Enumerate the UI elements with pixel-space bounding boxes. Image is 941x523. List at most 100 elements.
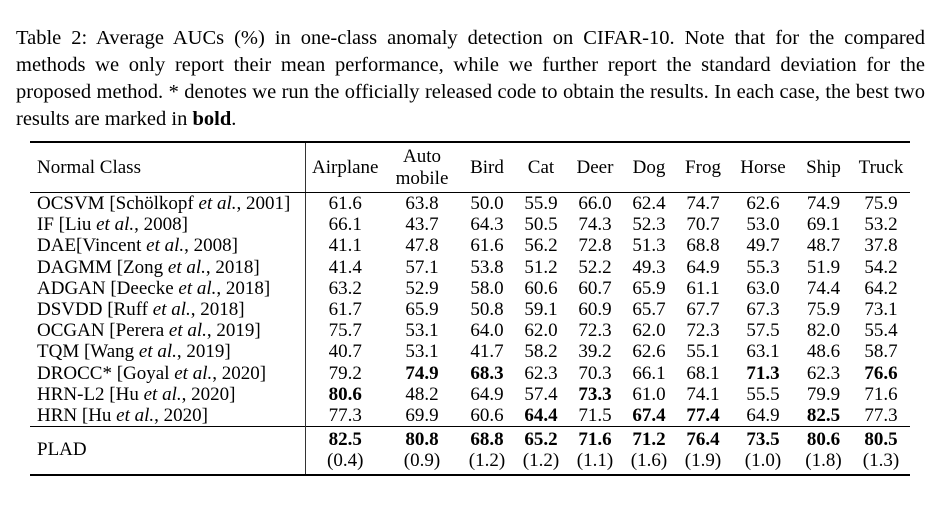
cite-year: , 2020]: [154, 405, 208, 427]
cite-year: , 2001]: [236, 193, 291, 214]
auc-cell: 65.9: [632, 277, 666, 299]
method-name: IF [Liu: [37, 214, 97, 236]
auc-cell: 49.3: [632, 256, 666, 278]
auc-cell: 61.0: [632, 383, 666, 405]
auc-cell: 61.6: [470, 235, 504, 257]
method-label: HRN-L2 [Hu et al., 2020]: [30, 383, 306, 406]
table-row-if: IF [Liu et al., 2008] 66.1 43.7 64.3 50.…: [30, 214, 910, 236]
auc-cell: 52.2: [578, 256, 612, 278]
method-name: HRN-L2 [Hu: [37, 383, 144, 405]
method-label: TQM [Wang et al., 2019]: [30, 341, 306, 363]
auc-cell: 71.2 (1.6): [623, 426, 675, 476]
table-row-dsvdd: DSVDD [Ruff et al., 2018] 61.7 65.9 50.8…: [30, 299, 910, 321]
auc-cell: 66.0: [578, 193, 612, 214]
method-label: OCGAN [Perera et al., 2019]: [30, 320, 306, 342]
cite-year: , 2020]: [212, 362, 267, 384]
auc-cell: 58.0: [470, 277, 504, 299]
auc-cell: 54.2: [864, 256, 898, 278]
etal-text: et al.: [198, 193, 237, 214]
auc-cell: 37.8: [864, 235, 898, 257]
document-page: Table 2: Average AUCs (%) in one-class a…: [0, 25, 941, 523]
caption-period: .: [231, 108, 237, 130]
method-label: DAE[Vincent et al., 2008]: [30, 235, 306, 257]
method-label: DROCC* [Goyal et al., 2020]: [30, 362, 306, 384]
auc-cell: 50.8: [470, 299, 504, 321]
auc-cell: 48.6: [806, 341, 841, 363]
auc-cell: 69.1: [806, 214, 841, 236]
auc-cell: 55.5: [746, 383, 780, 405]
auc-cell: 55.1: [686, 341, 720, 363]
auc-cell: 39.2: [578, 341, 612, 363]
auc-cell: 48.2: [405, 383, 439, 405]
auc-cell: 75.7: [328, 320, 362, 342]
auc-cell: 65.7: [632, 299, 666, 321]
auc-cell: 80.6 (1.8): [795, 426, 852, 476]
auc-cell: 75.9: [864, 193, 898, 214]
auc-cell: 82.5: [806, 405, 841, 427]
method-label: PLAD: [30, 426, 306, 476]
column-header-normal-class: Normal Class: [30, 142, 306, 193]
auc-cell: 82.5 (0.4): [305, 426, 385, 476]
method-name: DSVDD [Ruff: [37, 299, 153, 321]
auc-mean: 68.8: [470, 429, 504, 451]
caption-bold-word: bold: [192, 108, 232, 130]
auc-cell: 79.9: [806, 383, 841, 405]
auc-cell: 60.9: [578, 299, 612, 321]
auc-cell: 72.3: [686, 320, 720, 342]
auc-mean: 76.4: [686, 429, 720, 451]
auc-cell: 64.3: [470, 214, 504, 236]
auc-cell: 58.2: [524, 341, 558, 363]
auc-cell: 66.1: [632, 362, 666, 384]
auc-cell: 63.1: [746, 341, 780, 363]
method-name: TQM [Wang: [37, 341, 139, 363]
auc-mean: 65.2: [524, 429, 558, 451]
auc-cell: 60.6: [470, 405, 504, 427]
auc-cell: 61.7: [328, 299, 362, 321]
auc-std: (1.2): [522, 450, 560, 472]
auc-cell: 74.7: [686, 193, 720, 214]
cite-year: , 2008]: [134, 214, 188, 236]
auc-cell: 41.4: [328, 256, 362, 278]
auc-cell: 53.1: [405, 341, 439, 363]
method-label: OCSVM [Schölkopf et al., 2001]: [30, 192, 306, 215]
auc-cell: 71.6: [864, 383, 898, 405]
method-name: ADGAN [Deecke: [37, 277, 179, 299]
auc-cell: 70.7: [686, 214, 720, 236]
table-row-ocsvm: OCSVM [Schölkopf et al., 2001] 61.6 63.8…: [30, 192, 910, 215]
method-name: DAGMM [Zong: [37, 256, 168, 278]
auc-cell: 64.0: [470, 320, 504, 342]
auc-std: (0.4): [327, 450, 364, 472]
table-row-adgan: ADGAN [Deecke et al., 2018] 63.2 52.9 58…: [30, 277, 910, 300]
auc-cell: 55.4: [864, 320, 898, 342]
auc-cell: 74.4: [806, 277, 841, 299]
auc-cell: 53.1: [405, 320, 439, 342]
auc-cell: 63.2: [328, 277, 362, 299]
method-name: HRN [Hu: [37, 405, 117, 427]
cite-year: , 2008]: [184, 235, 238, 257]
cite-year: , 2018]: [205, 256, 260, 278]
auc-cell: 72.8: [578, 235, 612, 257]
auc-cell: 58.7: [864, 341, 898, 363]
auc-std: (1.1): [576, 450, 614, 472]
auc-cell: 71.3: [746, 362, 780, 384]
auc-mean: 80.8: [405, 429, 439, 451]
auc-std: (1.8): [805, 450, 842, 472]
etal-text: et al.: [96, 214, 135, 236]
auc-cell: 43.7: [405, 214, 439, 236]
auc-cell: 67.3: [746, 299, 780, 321]
table-caption: Table 2: Average AUCs (%) in one-class a…: [16, 25, 925, 133]
caption-text: Table 2: Average AUCs (%) in one-class a…: [16, 27, 925, 130]
auc-cell: 50.0: [470, 193, 504, 214]
table-row-tqm: TQM [Wang et al., 2019] 40.7 53.1 41.7 5…: [30, 341, 910, 363]
etal-text: et al.: [168, 320, 207, 342]
auc-mean: 82.5: [328, 429, 362, 451]
auc-cell: 73.5 (1.0): [731, 426, 795, 476]
method-label: ADGAN [Deecke et al., 2018]: [30, 277, 306, 300]
auc-std: (1.0): [744, 450, 782, 472]
auc-cell: 52.9: [405, 277, 439, 299]
etal-text: et al.: [143, 383, 182, 405]
auc-mean: 71.2: [632, 429, 666, 451]
auc-mean: 80.5: [864, 429, 898, 451]
auc-cell: 80.5 (1.3): [852, 426, 910, 476]
auc-cell: 63.8: [405, 193, 439, 214]
